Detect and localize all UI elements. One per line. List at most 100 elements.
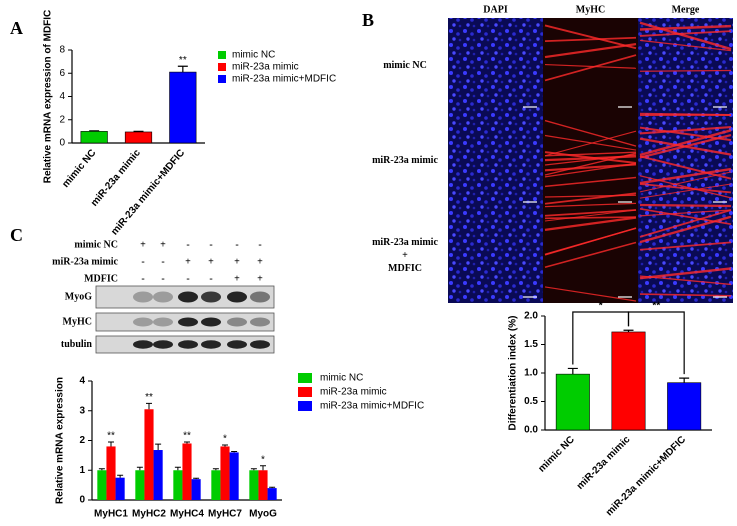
condition-mark: +: [160, 239, 166, 250]
fiber: [544, 155, 637, 162]
fiber: [544, 202, 637, 208]
fiber: [544, 209, 637, 222]
error-bar: [174, 466, 181, 471]
legend-label: miR-23a mimic+MDFIC: [320, 401, 424, 412]
error-bar: [269, 486, 276, 489]
condition-mark: -: [258, 239, 261, 250]
error-bar: [679, 377, 690, 383]
band: [153, 340, 173, 349]
error-bar: [89, 130, 100, 132]
bar: [135, 470, 145, 500]
legend-swatch: [218, 75, 226, 83]
band: [133, 340, 153, 349]
bar: [667, 382, 702, 431]
x-tick-label: MyHC7: [208, 509, 242, 520]
fiber: [544, 130, 637, 157]
bar: [169, 71, 197, 144]
bar: [106, 446, 116, 500]
condition-mark: +: [234, 273, 240, 284]
legend-label: miR-23a mimic+MDFIC: [232, 74, 336, 85]
fiber: [639, 69, 732, 72]
y-tick-label: 8: [59, 45, 65, 56]
condition-mark: -: [209, 239, 212, 250]
fiber: [639, 183, 732, 199]
error-bar: [117, 474, 124, 478]
bar: [211, 470, 221, 500]
fiber: [544, 227, 637, 256]
x-tick-label: mimic NC: [60, 148, 98, 190]
error-bar: [623, 329, 634, 332]
fiber: [639, 215, 732, 244]
error-bar: [136, 466, 143, 471]
error-bar: [146, 402, 152, 410]
error-bar: [250, 468, 257, 471]
legend-label: mimic NC: [232, 50, 275, 61]
y-tick-label: 0.5: [524, 396, 538, 407]
fiber: [544, 216, 637, 220]
condition-mark: +: [234, 256, 240, 267]
error-bar: [231, 451, 238, 453]
panel-label: B: [362, 10, 374, 30]
bar: [191, 479, 201, 500]
bar: [220, 446, 230, 500]
legend-swatch: [298, 387, 312, 397]
fiber: [544, 36, 637, 43]
condition-mark: -: [161, 273, 164, 284]
fiber: [639, 39, 732, 52]
condition-mark: -: [161, 256, 164, 267]
error-bar: [108, 441, 114, 447]
column-header: DAPI: [483, 4, 508, 15]
bracket: [627, 311, 685, 375]
error-bar: [260, 465, 266, 471]
fiber: [639, 267, 732, 280]
bar: [97, 470, 107, 500]
x-tick-label: miR-23a mimic: [575, 434, 633, 492]
fiber: [544, 286, 637, 302]
y-tick-label: 6: [59, 68, 65, 79]
bar: [182, 443, 192, 500]
x-tick-label: MyoG: [249, 509, 277, 520]
y-tick-label: 3: [79, 405, 85, 416]
fiber: [544, 24, 637, 50]
condition-mark: +: [257, 273, 263, 284]
band: [153, 291, 173, 303]
band: [227, 340, 247, 349]
legend-label: miR-23a mimic: [232, 62, 299, 73]
condition-mark: -: [209, 273, 212, 284]
micrograph: [448, 113, 543, 208]
bar: [555, 373, 590, 431]
y-axis-label: Relative mRNA expression: [55, 377, 66, 504]
error-bar: [184, 441, 190, 444]
fiber: [544, 192, 637, 205]
error-bar: [567, 367, 578, 375]
fiber: [639, 293, 732, 297]
bar: [124, 131, 153, 144]
bar: [258, 470, 268, 500]
band: [133, 317, 153, 327]
error-bar: [212, 468, 219, 471]
legend-swatch: [218, 63, 226, 71]
band-label: MyHC: [63, 316, 92, 327]
condition-label: miR-23a mimic: [52, 256, 118, 267]
fiber: [639, 171, 732, 193]
condition-mark: +: [140, 239, 146, 250]
significance: *: [261, 454, 265, 465]
x-tick-label: MyHC1: [94, 509, 128, 520]
significance: *: [599, 301, 603, 312]
error-bar: [177, 65, 188, 73]
fiber: [639, 129, 732, 157]
legend-label: mimic NC: [320, 373, 363, 384]
fiber: [639, 275, 732, 286]
micrograph: [448, 18, 543, 113]
y-tick-label: 1: [79, 465, 85, 476]
band: [153, 317, 173, 327]
fiber: [544, 54, 637, 82]
fiber: [544, 209, 637, 217]
band: [250, 340, 270, 349]
band: [250, 291, 270, 303]
error-bar: [98, 468, 105, 471]
bar: [173, 470, 183, 500]
error-bar: [222, 444, 228, 447]
panel-label: A: [10, 18, 23, 38]
y-axis-label: Relative mRNA expression of MDFIC: [43, 10, 54, 184]
